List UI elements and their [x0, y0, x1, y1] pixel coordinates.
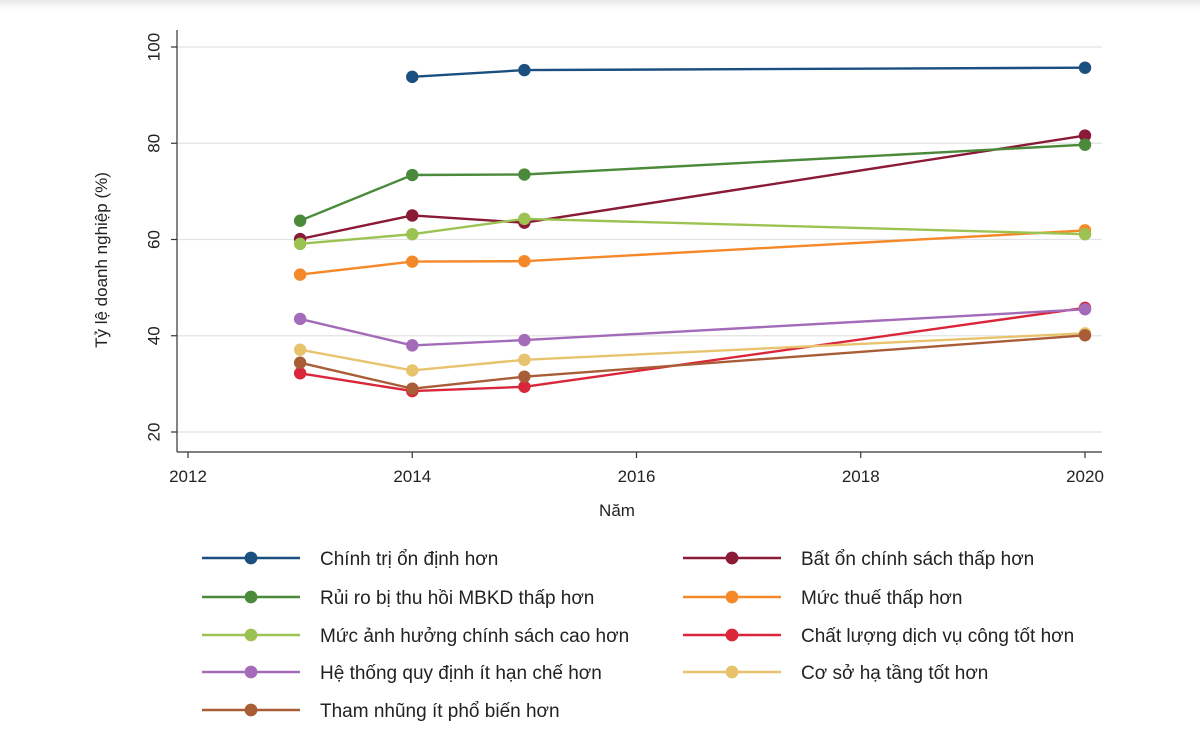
y-axis-title: Tỷ lệ doanh nghiệp (%): [92, 172, 111, 348]
legend-label: Chất lượng dịch vụ công tốt hơn: [801, 626, 1074, 647]
legend-item: Mức ảnh hưởng chính sách cao hơn: [202, 626, 629, 647]
legend-marker: [725, 665, 739, 679]
legend-label: Rủi ro bị thu hồi MBKD thấp hơn: [320, 588, 594, 609]
data-point: [293, 356, 307, 369]
series-line: [299, 143, 1086, 222]
data-point: [518, 168, 531, 181]
data-point: [1078, 138, 1092, 151]
legend-item: Hệ thống quy định ít hạn chế hơn: [202, 663, 602, 684]
x-axis-title: Năm: [599, 501, 635, 520]
legend-item: Mức thuế thấp hơn: [683, 588, 962, 609]
y-tick-label: 20: [144, 423, 163, 442]
series-line: [412, 66, 1086, 78]
data-point: [518, 380, 531, 393]
y-tick-label: 100: [144, 33, 163, 61]
data-point: [293, 343, 307, 356]
legend-marker: [244, 551, 258, 565]
series-line: [299, 229, 1086, 276]
data-point: [406, 364, 419, 377]
x-tick-label: 2016: [618, 467, 656, 486]
series-line: [299, 334, 1086, 390]
y-tick-label: 60: [144, 230, 163, 249]
legend-item: Bất ổn chính sách thấp hơn: [683, 549, 1034, 570]
top-shadow-bar: [0, 0, 1200, 10]
legend-label: Mức thuế thấp hơn: [801, 588, 962, 609]
data-point: [518, 254, 531, 268]
y-tick-label: 40: [144, 326, 163, 345]
legend-label: Hệ thống quy định ít hạn chế hơn: [320, 663, 602, 684]
data-point: [293, 312, 307, 326]
legend-item: Cơ sở hạ tầng tốt hơn: [683, 663, 988, 684]
legend-label: Mức ảnh hưởng chính sách cao hơn: [320, 626, 629, 647]
legend-marker: [725, 628, 739, 642]
series-line: [299, 308, 1086, 347]
data-point: [1078, 129, 1092, 142]
legend-label: Bất ổn chính sách thấp hơn: [801, 549, 1034, 570]
data-point: [1078, 228, 1092, 241]
legend-item: Rủi ro bị thu hồi MBKD thấp hơn: [202, 588, 594, 609]
legend-marker: [244, 590, 258, 604]
series-1: [406, 61, 1092, 84]
data-point: [406, 228, 419, 241]
data-point: [518, 353, 531, 367]
series-9: [293, 329, 1092, 395]
data-point: [293, 214, 307, 227]
legend-marker: [725, 590, 739, 604]
series-7: [293, 303, 1092, 352]
series-line: [299, 306, 1086, 393]
legend-label: Chính trị ổn định hơn: [320, 549, 498, 570]
data-point: [1078, 329, 1092, 342]
series-line: [299, 134, 1086, 241]
legend-item: Chính trị ổn định hơn: [202, 549, 498, 570]
x-tick-label: 2014: [393, 467, 431, 486]
x-tick-label: 2020: [1066, 467, 1104, 486]
gridlines: [177, 46, 1102, 433]
series-8: [293, 327, 1092, 377]
data-point: [518, 333, 531, 347]
legend-label: Cơ sở hạ tầng tốt hơn: [801, 663, 988, 684]
legend-label: Tham nhũng ít phổ biến hơn: [320, 701, 560, 722]
y-tick-label: 80: [144, 134, 163, 153]
data-point: [406, 209, 419, 222]
series-line: [299, 217, 1086, 245]
data-point: [518, 212, 531, 226]
x-tick-label: 2012: [169, 467, 207, 486]
legend-marker: [244, 628, 258, 642]
data-point: [406, 339, 419, 352]
data-point: [518, 370, 531, 383]
data-point: [406, 70, 419, 84]
data-point: [406, 255, 419, 268]
series-line: [299, 332, 1086, 372]
legend-item: Tham nhũng ít phổ biến hơn: [202, 701, 560, 722]
data-point: [293, 367, 307, 380]
series-lines: [293, 61, 1092, 398]
series-2: [293, 129, 1092, 246]
legend-marker: [244, 665, 258, 679]
x-tick-label: 2018: [842, 467, 880, 486]
axes: 20 40 60 80 100 2012 2014 2016 2018 2020: [144, 30, 1104, 486]
legend-marker: [725, 551, 739, 565]
data-point: [518, 63, 531, 77]
series-4: [293, 224, 1092, 281]
data-point: [1078, 303, 1092, 316]
series-3: [293, 138, 1092, 227]
data-point: [293, 237, 307, 251]
legend-marker: [244, 703, 258, 717]
data-point: [406, 382, 419, 395]
data-point: [293, 268, 307, 281]
legend-item: Chất lượng dịch vụ công tốt hơn: [683, 626, 1074, 647]
legend: Chính trị ổn định hơn Rủi ro bị thu hồi M…: [202, 549, 1074, 722]
data-point: [1078, 61, 1092, 74]
series-5: [293, 212, 1092, 251]
data-point: [406, 168, 419, 182]
